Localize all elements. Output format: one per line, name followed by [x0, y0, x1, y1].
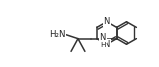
- Text: N: N: [100, 33, 106, 42]
- Text: N: N: [104, 40, 110, 49]
- Text: N: N: [104, 17, 110, 26]
- Text: H₂N: H₂N: [49, 30, 65, 39]
- Text: H: H: [100, 42, 106, 48]
